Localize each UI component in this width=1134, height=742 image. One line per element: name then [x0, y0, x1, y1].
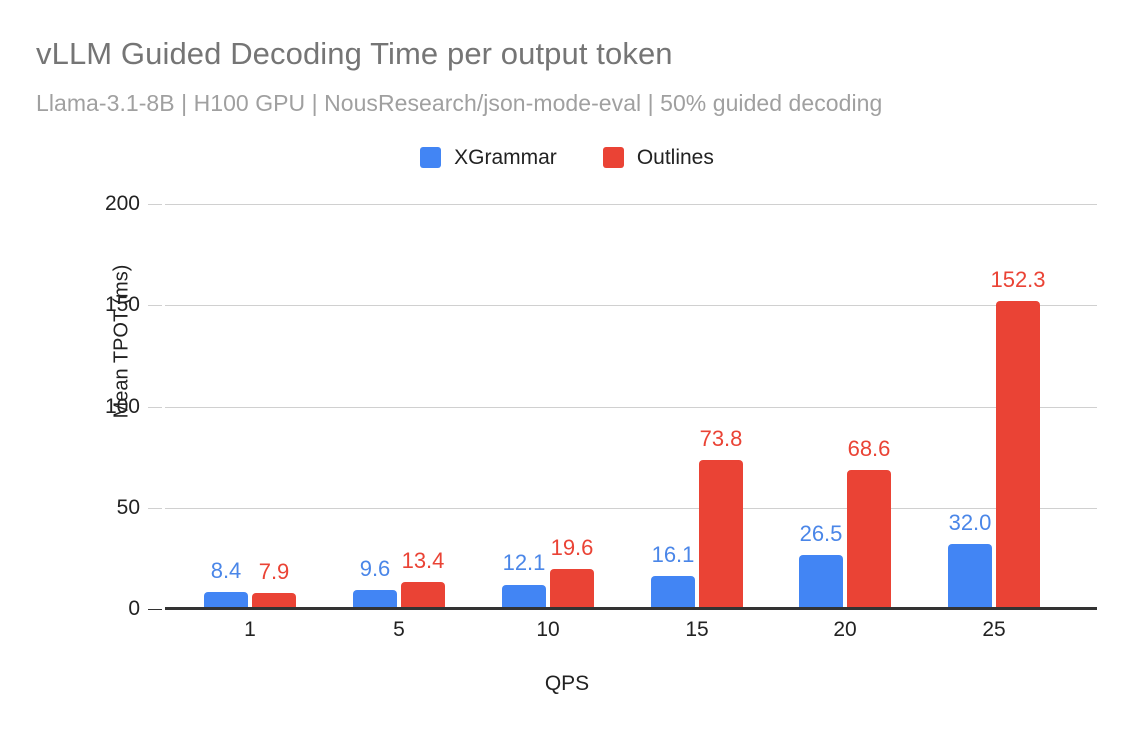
legend-swatch-icon: [420, 146, 442, 168]
bar-outlines-qps-5[interactable]: [401, 581, 445, 609]
y-tick-label: 50: [116, 495, 140, 519]
x-tick-label-25: 25: [982, 618, 1006, 641]
gridline: [165, 305, 1097, 307]
gridline: [165, 507, 1097, 509]
bar-value-label: 68.6: [847, 436, 891, 462]
x-axis-line: [165, 607, 1097, 610]
x-axis-title: QPS: [544, 672, 590, 695]
plot-area: 8.4 7.9 9.6 13.4 12.1 19.6 16.1 73.8 26.5 68.6 32.…: [165, 204, 1097, 609]
bar-xgrammar-qps-25[interactable]: [948, 544, 992, 609]
bar-value-label: 9.6: [359, 555, 391, 581]
x-tick-label-1: 1: [244, 618, 256, 641]
chart-legend: XGrammar Outlines: [0, 142, 1134, 172]
gridline: [165, 406, 1097, 408]
legend-item-xgrammar[interactable]: XGrammar: [420, 145, 557, 169]
y-tick-label: 100: [104, 394, 140, 418]
legend-item-outlines[interactable]: Outlines: [602, 145, 714, 169]
legend-swatch-icon: [602, 146, 624, 168]
legend-label: Outlines: [636, 145, 714, 169]
y-tick-mark: [148, 406, 162, 408]
x-tick-label-10: 10: [536, 618, 560, 641]
bar-xgrammar-qps-10[interactable]: [502, 584, 546, 609]
y-tick-label: 200: [104, 192, 140, 215]
y-tick-label: 150: [104, 293, 140, 317]
y-tick-mark: [148, 305, 162, 307]
bar-value-label: 12.1: [502, 550, 546, 576]
bar-xgrammar-qps-1[interactable]: [204, 592, 248, 609]
bar-outlines-qps-15[interactable]: [699, 459, 743, 609]
y-tick-mark: [148, 507, 162, 509]
y-tick-label: 0: [128, 597, 140, 620]
bar-value-label: 73.8: [699, 425, 743, 451]
bar-outlines-qps-1[interactable]: [252, 593, 296, 609]
y-tick-mark: [148, 204, 162, 205]
bar-value-label: 152.3: [990, 266, 1046, 292]
bar-outlines-qps-20[interactable]: [847, 470, 891, 609]
bar-value-label: 26.5: [799, 521, 843, 547]
bar-value-label: 7.9: [258, 559, 290, 584]
x-tick-label-20: 20: [833, 618, 857, 641]
legend-label: XGrammar: [454, 145, 557, 169]
y-axis-title: Mean TPOT (ms): [110, 264, 133, 419]
x-tick-label-5: 5: [393, 618, 405, 641]
y-tick-mark: [148, 609, 162, 610]
bar-value-label: 19.6: [550, 535, 594, 561]
bar-outlines-qps-10[interactable]: [550, 569, 594, 609]
bar-xgrammar-qps-20[interactable]: [799, 555, 843, 609]
x-tick-label-15: 15: [685, 618, 709, 641]
chart-subtitle: Llama-3.1-8B | H100 GPU | NousResearch/j…: [36, 90, 883, 116]
bar-value-label: 16.1: [651, 542, 695, 568]
bar-value-label: 8.4: [210, 557, 242, 583]
bar-xgrammar-qps-5[interactable]: [353, 589, 397, 609]
bar-value-label: 32.0: [948, 510, 992, 536]
gridline: [165, 204, 1097, 205]
chart-title: vLLM Guided Decoding Time per output tok…: [36, 36, 673, 71]
bar-outlines-qps-25[interactable]: [996, 300, 1040, 609]
bar-xgrammar-qps-15[interactable]: [651, 576, 695, 609]
bar-value-label: 13.4: [401, 547, 445, 573]
